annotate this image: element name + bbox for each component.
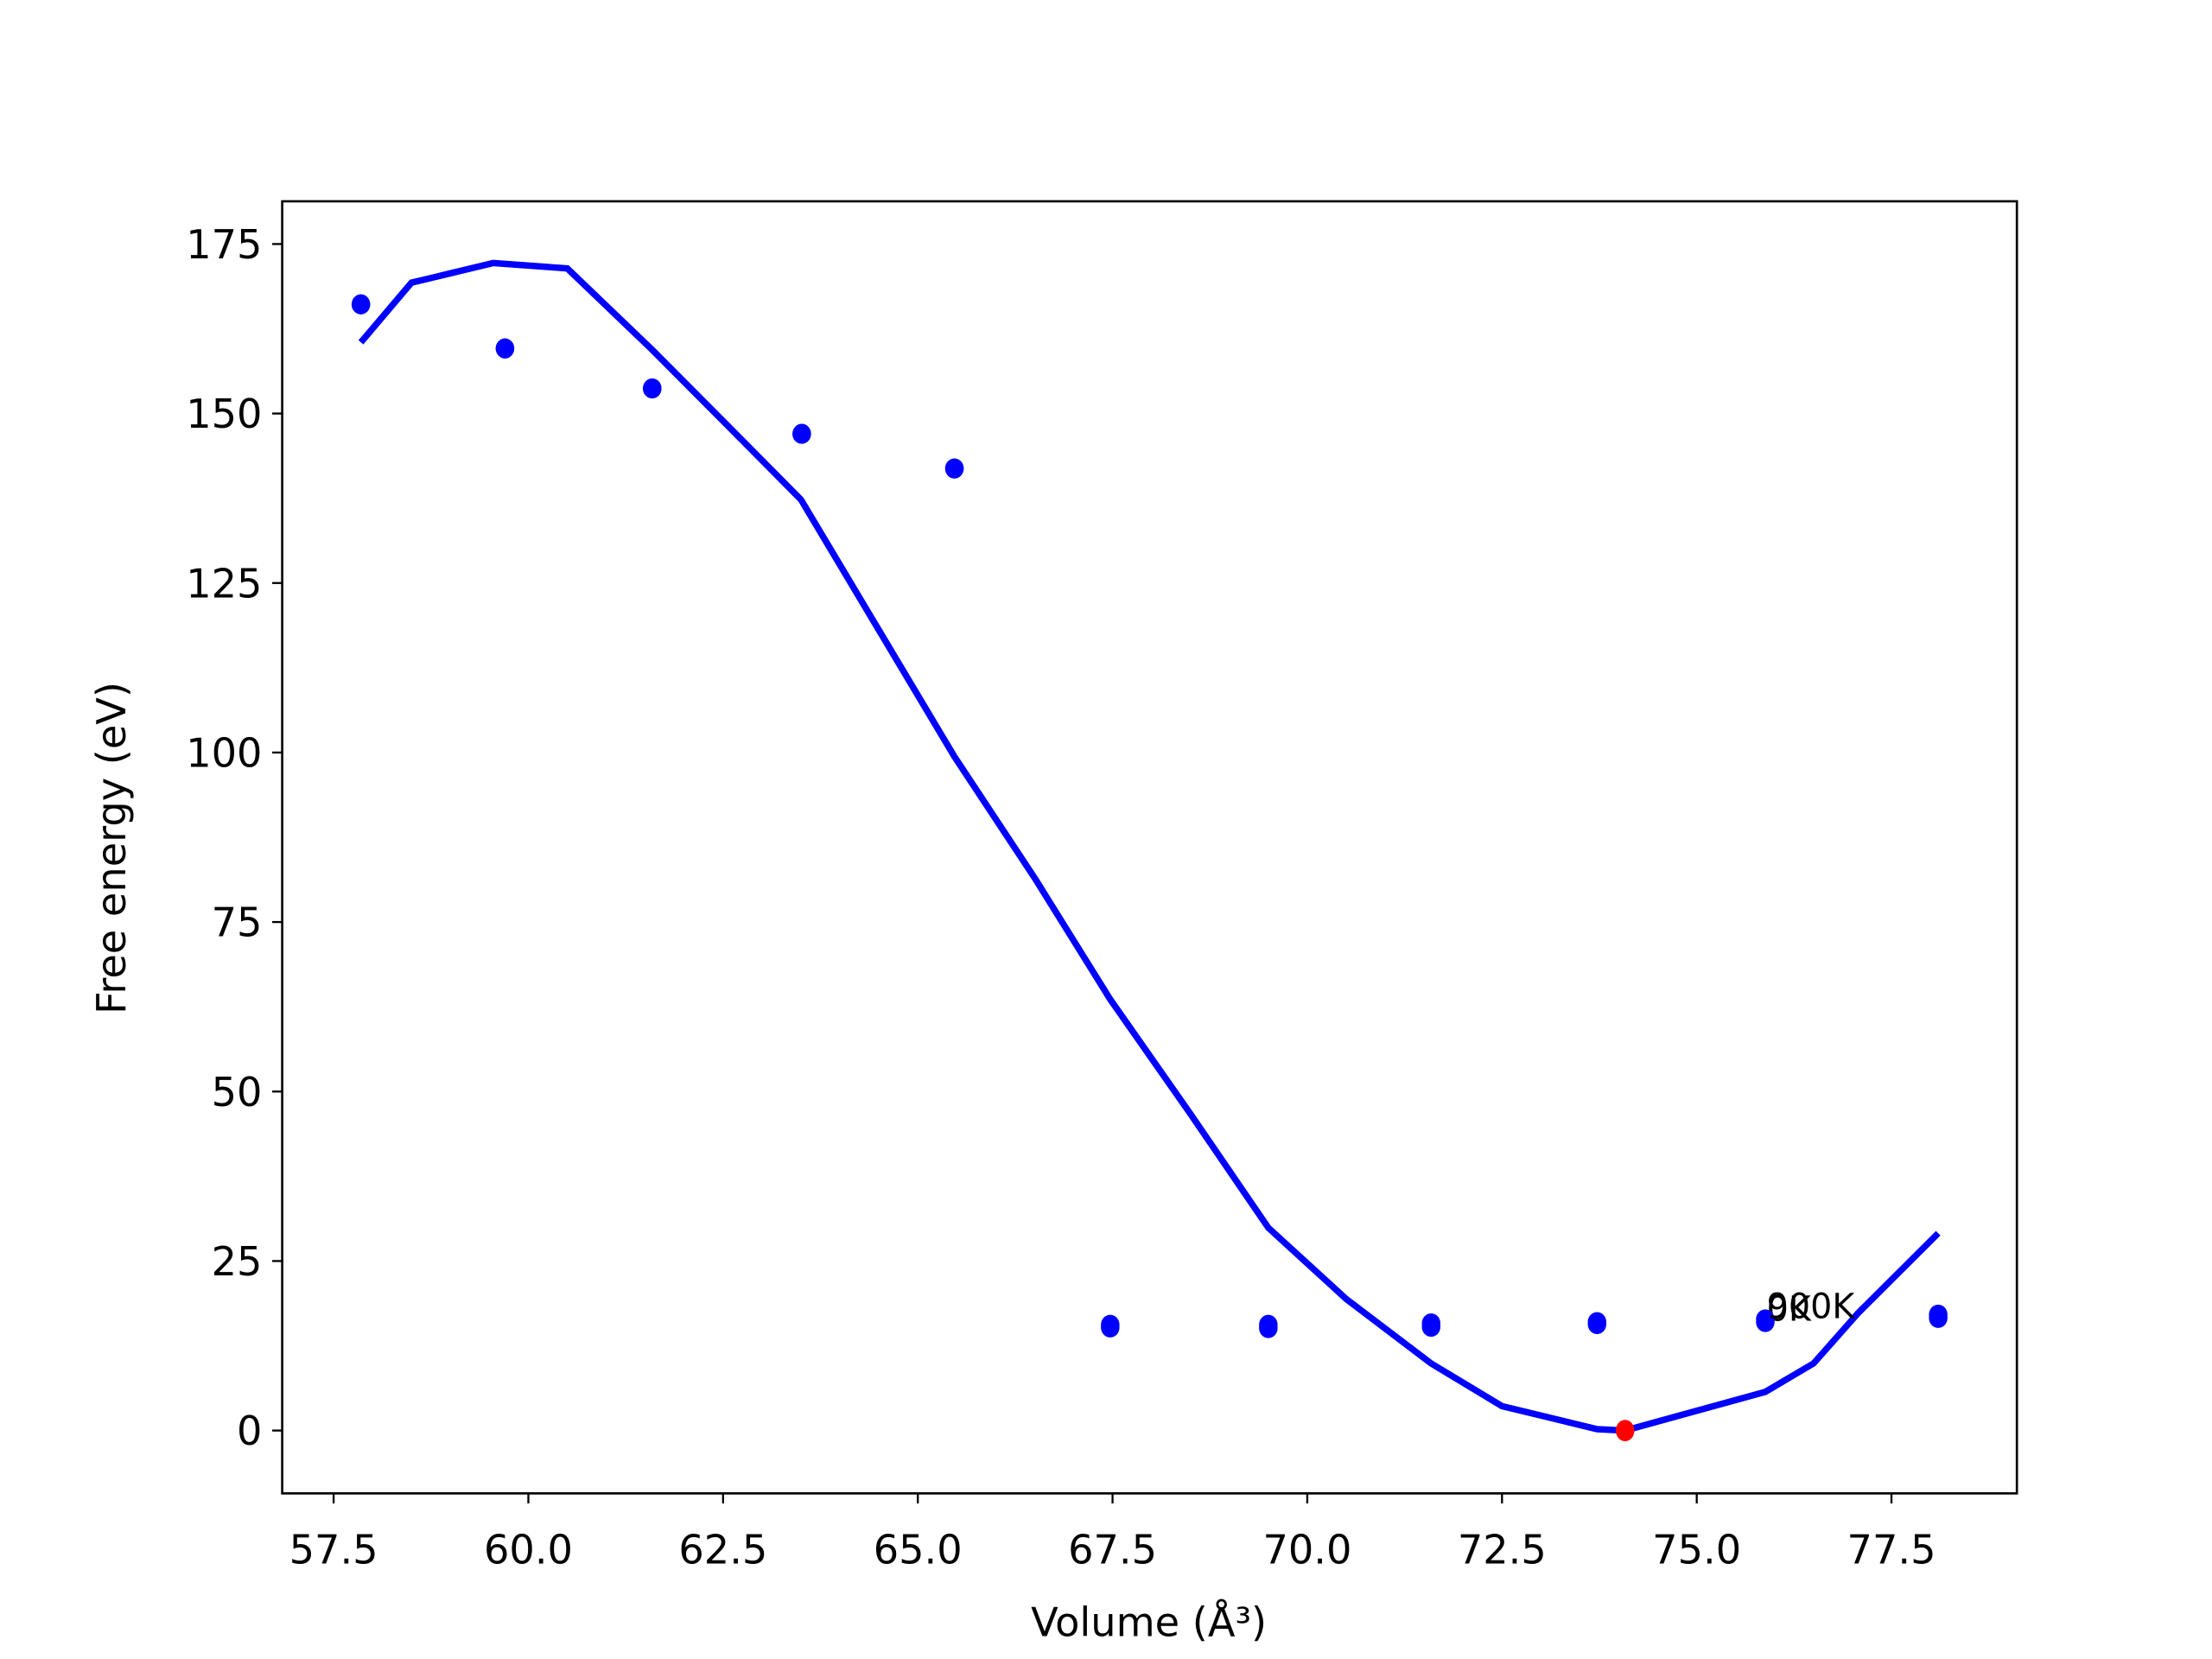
x-tick-label: 57.5: [289, 1526, 378, 1573]
x-tick-label: 77.5: [1847, 1526, 1936, 1573]
series-label: 900K: [1767, 1287, 1856, 1326]
x-tick-label: 60.0: [484, 1526, 573, 1573]
data-point: [643, 378, 662, 399]
data-point: [1259, 1314, 1278, 1335]
data-point: [1929, 1304, 1948, 1325]
y-tick-label: 25: [212, 1238, 263, 1285]
data-point: [1421, 1313, 1441, 1334]
data-point: [1587, 1312, 1607, 1332]
x-axis-label: Volume (Å³): [1031, 1599, 1267, 1646]
data-point: [1101, 1314, 1120, 1335]
y-tick-label: 150: [186, 391, 262, 437]
data-point: [944, 458, 964, 479]
y-tick-label: 75: [212, 899, 263, 946]
x-tick-label: 67.5: [1068, 1526, 1157, 1573]
fit-curve: [358, 259, 1941, 1434]
data-point: [495, 338, 515, 359]
data-point: [351, 294, 371, 315]
data-point: [1756, 1309, 1775, 1330]
x-tick-label: 75.0: [1652, 1526, 1741, 1573]
plot-frame: [281, 200, 2018, 1495]
x-tick-label: 70.0: [1262, 1526, 1351, 1573]
y-tick-label: 125: [186, 560, 262, 607]
y-tick-label: 0: [237, 1408, 262, 1454]
minimum-point: [1616, 1420, 1635, 1441]
y-tick-label: 100: [186, 729, 262, 776]
x-tick-label: 65.0: [874, 1526, 963, 1573]
y-tick-label: 50: [212, 1069, 263, 1116]
y-axis-label: Free energy (eV): [88, 682, 135, 1014]
x-tick-label: 62.5: [678, 1526, 767, 1573]
y-tick-label: 175: [186, 221, 262, 268]
series-label: 0K: [1767, 1289, 1812, 1329]
x-tick-label: 72.5: [1458, 1526, 1547, 1573]
data-point: [792, 423, 811, 444]
